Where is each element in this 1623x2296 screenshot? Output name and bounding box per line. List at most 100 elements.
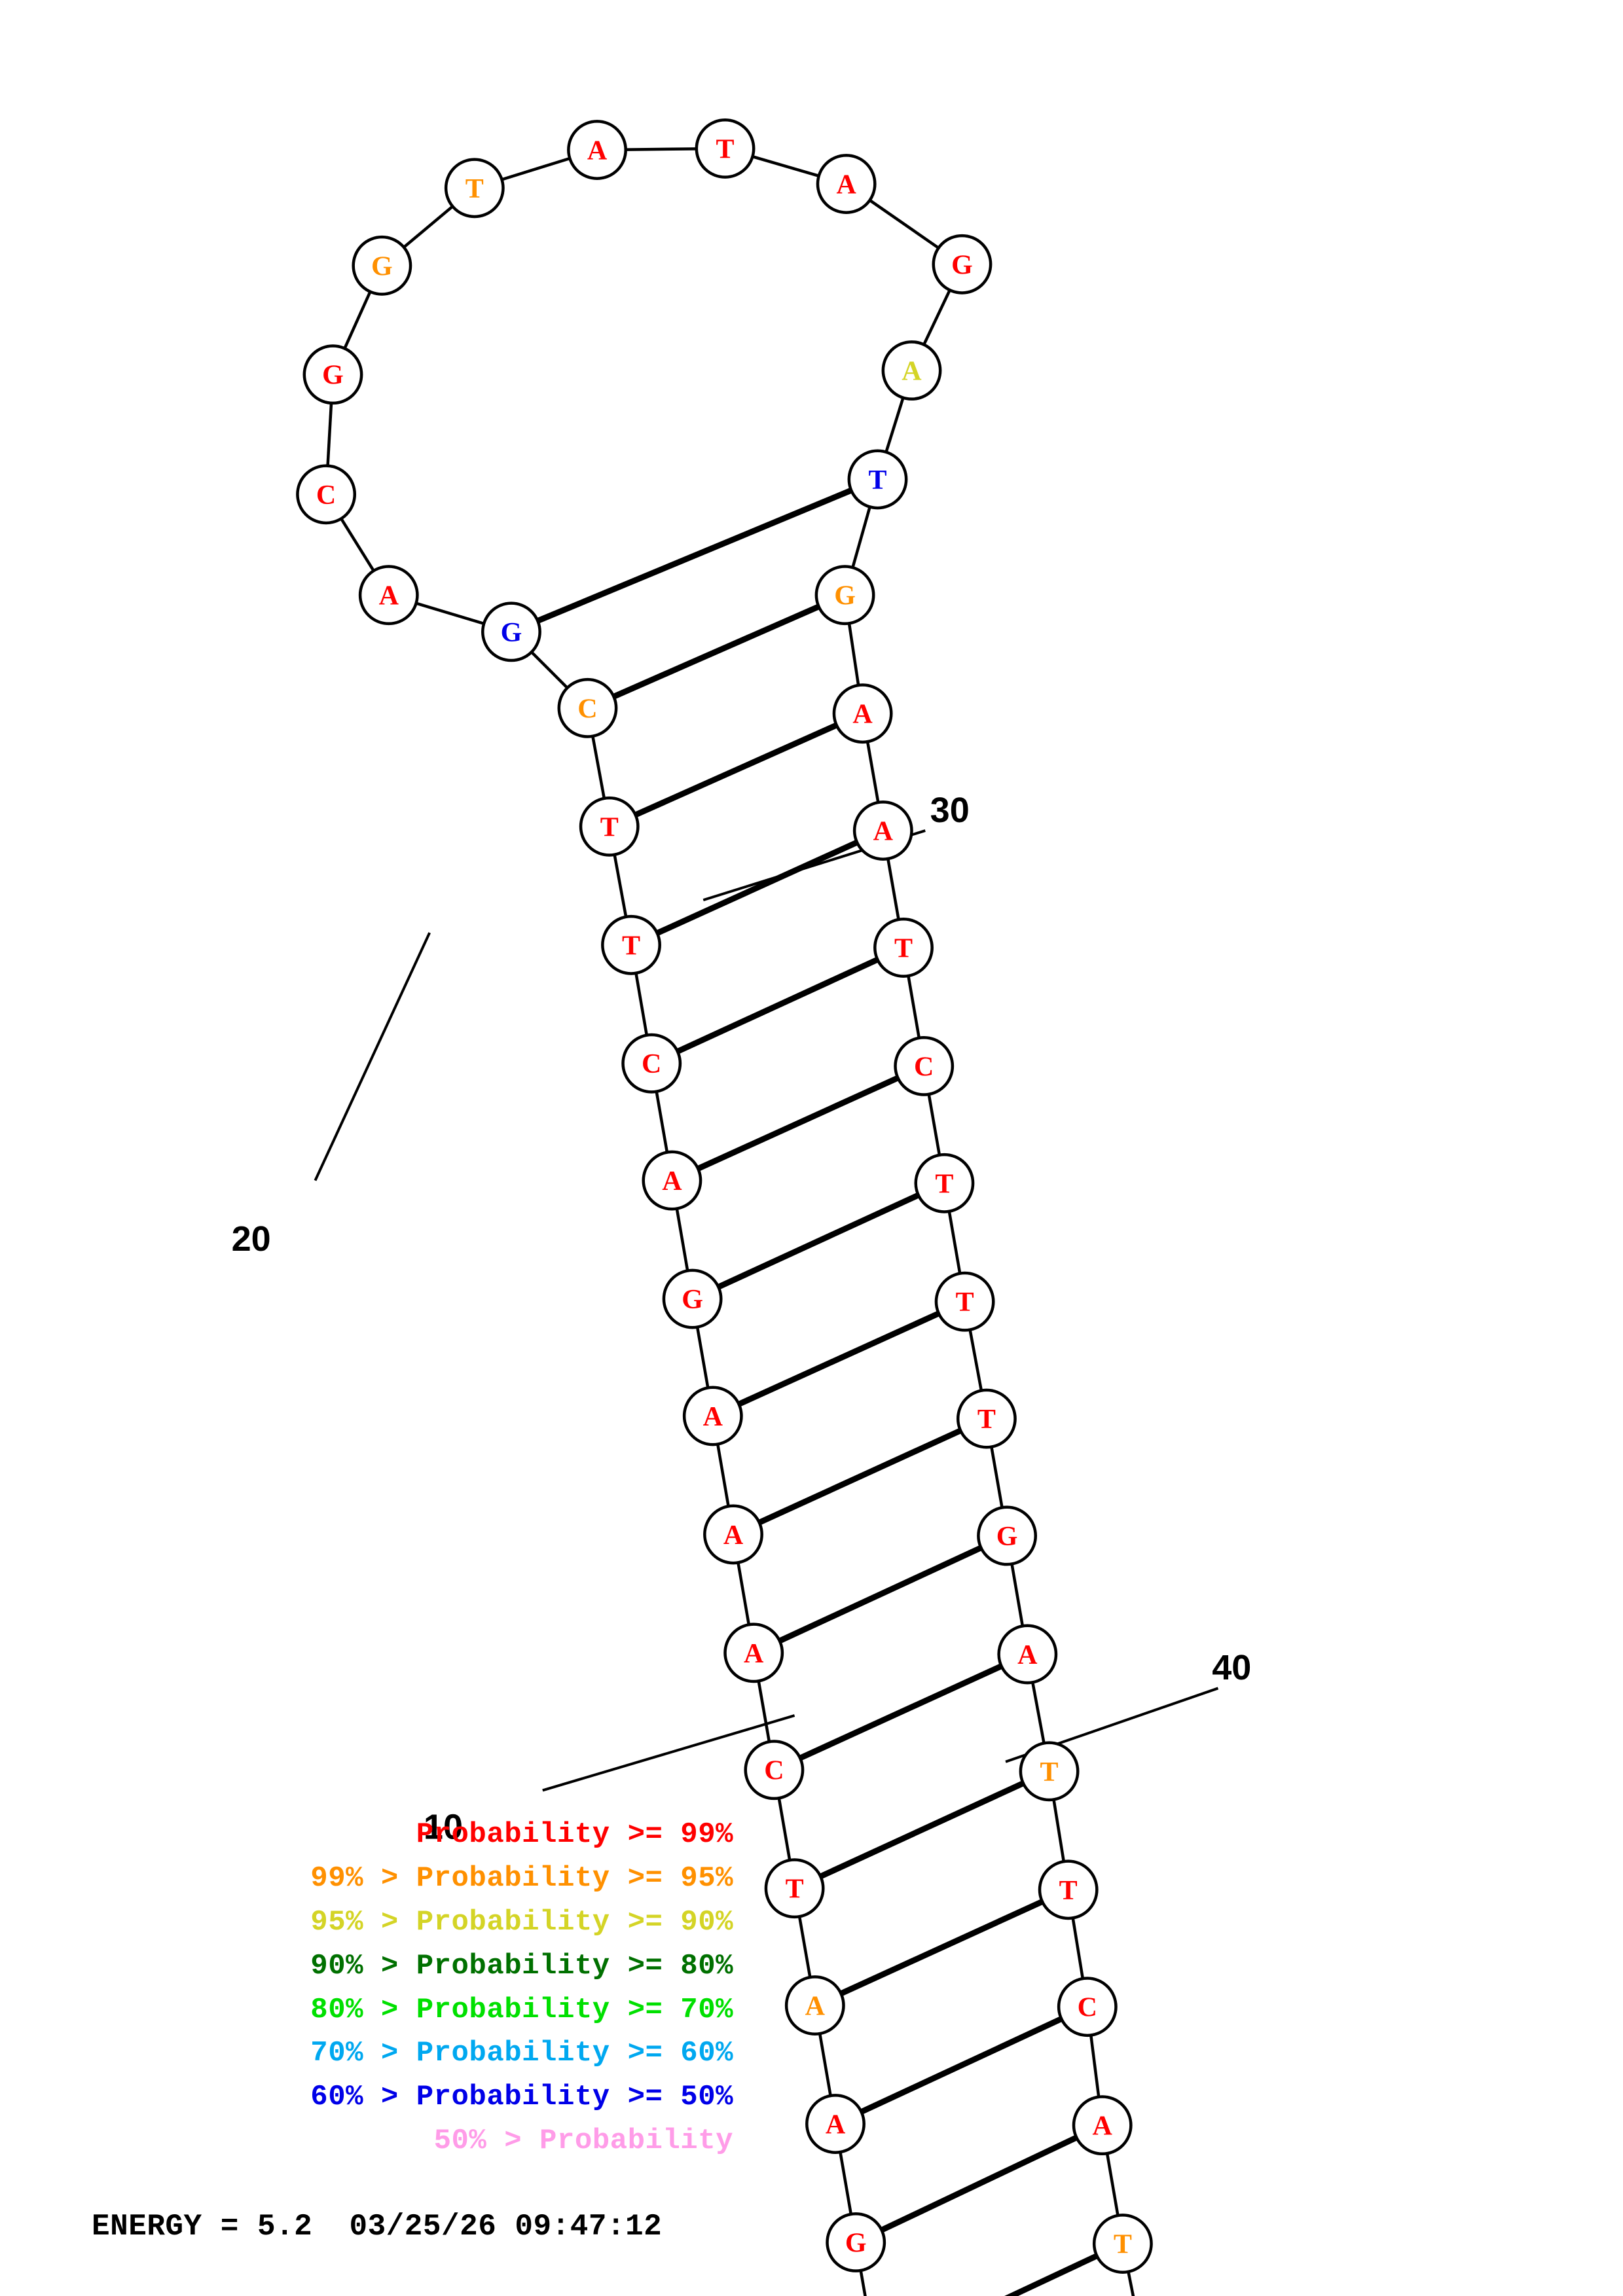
backbone-segment [886,857,900,921]
nucleotide-letter: T [935,1169,953,1199]
nucleotide-10-A[interactable]: A [1072,2095,1133,2156]
nucleotide-letter: A [1017,1640,1038,1670]
nucleotide-circle [662,1268,723,1329]
nucleotide-29-A[interactable]: A [567,120,627,180]
base-pair-bond [736,1310,941,1408]
nucleotide-38-T[interactable]: T [601,914,661,975]
nucleotide-39-C[interactable]: C [621,1033,682,1094]
base-pair-bond [655,839,860,937]
nucleotide-26-G[interactable]: G [932,234,993,295]
nucleotide-14-A[interactable]: A [997,1624,1058,1685]
backbone-segment [1089,2034,1101,2098]
backbone-segment [1010,1563,1025,1627]
nucleotide-23-G[interactable]: G [814,565,875,626]
nucleotide-circle [352,235,412,296]
position-number-40: 40 [1212,1648,1251,1687]
nucleotide-9-T[interactable]: T [1092,2214,1153,2274]
nucleotide-circle [852,800,913,861]
nucleotide-circle [682,1386,743,1446]
nucleotide-letter: C [764,1756,784,1786]
nucleotide-46-T[interactable]: T [764,1858,825,1919]
backbone-segment [757,1680,771,1743]
nucleotide-45-C[interactable]: C [744,1740,805,1801]
base-pair-bond [879,2134,1079,2234]
nucleotide-circle [557,677,618,738]
nucleotide-letter: T [716,134,735,164]
nucleotide-letter: G [371,251,393,281]
nucleotide-circle [1019,1741,1080,1802]
nucleotide-circle [444,158,505,219]
nucleotide-20-T[interactable]: T [873,917,934,978]
nucleotide-34-A[interactable]: A [358,565,419,626]
nucleotide-19-C[interactable]: C [894,1035,955,1096]
nucleotide-30-T[interactable]: T [444,158,505,219]
energy-and-timestamp: ENERGY = 5.2 03/25/26 09:47:12 [92,2210,663,2244]
legend-p70: 80% > Probability >= 70% [310,1993,733,2026]
base-pair-bond [1004,2252,1100,2296]
backbone-segment [859,2269,867,2296]
nucleotide-33-C[interactable]: C [296,464,357,525]
nucleotide-letter: T [1059,1876,1078,1906]
nucleotide-circle [847,449,908,510]
nucleotide-37-T[interactable]: T [579,796,640,857]
nucleotide-40-A[interactable]: A [642,1150,702,1211]
nucleotide-11-C[interactable]: C [1057,1977,1118,2037]
nucleotide-24-T[interactable]: T [847,449,908,510]
nucleotide-letter: A [826,2110,846,2140]
position-leader-line [314,932,431,1181]
nucleotide-circle [956,1388,1017,1449]
nucleotide-letter: T [786,1874,804,1905]
nucleotide-letter: A [873,817,894,847]
nucleotide-16-T[interactable]: T [956,1388,1017,1449]
nucleotide-circle [601,914,661,975]
backbone-connections [326,147,1135,2296]
nucleotide-circle [1092,2214,1153,2274]
nucleotide-circle [1057,1977,1118,2037]
nucleotide-18-T[interactable]: T [914,1153,975,1213]
nucleotide-21-A[interactable]: A [852,800,913,861]
nucleotide-42-A[interactable]: A [682,1386,743,1446]
nucleotide-letter: A [379,581,399,611]
nucleotide-circle [934,1271,995,1332]
nucleotide-letter: G [501,618,522,648]
legend-p80: 90% > Probability >= 80% [310,1949,733,1982]
nucleotide-41-G[interactable]: G [662,1268,723,1329]
backbone-segment [777,1797,792,1861]
nucleotide-27-A[interactable]: A [816,154,877,214]
nucleotide-circle [296,464,357,525]
nucleotide-circle [814,565,875,626]
nucleotide-circle [881,340,942,401]
nucleotide-32-G[interactable]: G [302,344,363,405]
nucleotide-35-G[interactable]: G [481,601,541,662]
nucleotide-44-A[interactable]: A [723,1623,784,1683]
nucleotide-letter: A [1093,2111,1113,2142]
nucleotide-31-G[interactable]: G [352,235,412,296]
nucleotide-letter: T [465,174,484,204]
nucleotide-circle [764,1858,825,1919]
nucleotide-49-G[interactable]: G [826,2212,886,2272]
nucleotide-13-T[interactable]: T [1019,1741,1080,1802]
backbone-segment [613,853,628,918]
backbone-segment [1071,1917,1085,1980]
backbone-segment [868,198,940,250]
nucleotide-circle [816,154,877,214]
backbone-segment [907,975,921,1039]
nucleotide-circle [914,1153,975,1213]
nucleotide-22-A[interactable]: A [832,683,893,744]
nucleotide-letter: C [642,1049,661,1079]
nucleotide-28-T[interactable]: T [695,118,756,179]
backbone-segment [1105,2152,1120,2217]
backbone-segment [1127,2270,1135,2296]
nucleotide-circle [894,1035,955,1096]
nucleotide-15-G[interactable]: G [977,1505,1038,1566]
nucleotide-48-A[interactable]: A [805,2094,866,2154]
nucleotide-circle [977,1505,1038,1566]
nucleotide-43-A[interactable]: A [703,1504,763,1565]
nucleotide-12-T[interactable]: T [1038,1859,1099,1920]
nucleotide-circle [695,118,756,179]
nucleotide-letter: G [682,1285,703,1315]
nucleotide-36-C[interactable]: C [557,677,618,738]
nucleotide-25-A[interactable]: A [881,340,942,401]
nucleotide-17-T[interactable]: T [934,1271,995,1332]
nucleotide-47-A[interactable]: A [784,1975,845,2036]
